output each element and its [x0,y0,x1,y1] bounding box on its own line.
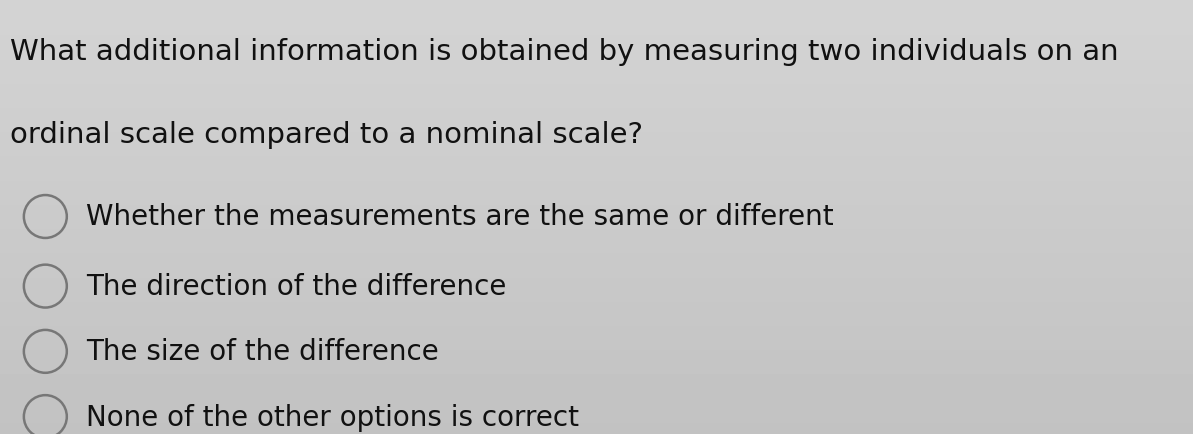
Text: What additional information is obtained by measuring two individuals on an: What additional information is obtained … [10,38,1118,66]
Text: The direction of the difference: The direction of the difference [86,273,506,300]
Text: ordinal scale compared to a nominal scale?: ordinal scale compared to a nominal scal… [10,121,643,148]
Text: Whether the measurements are the same or different: Whether the measurements are the same or… [86,203,834,231]
Text: The size of the difference: The size of the difference [86,338,439,365]
Text: None of the other options is correct: None of the other options is correct [86,403,579,431]
